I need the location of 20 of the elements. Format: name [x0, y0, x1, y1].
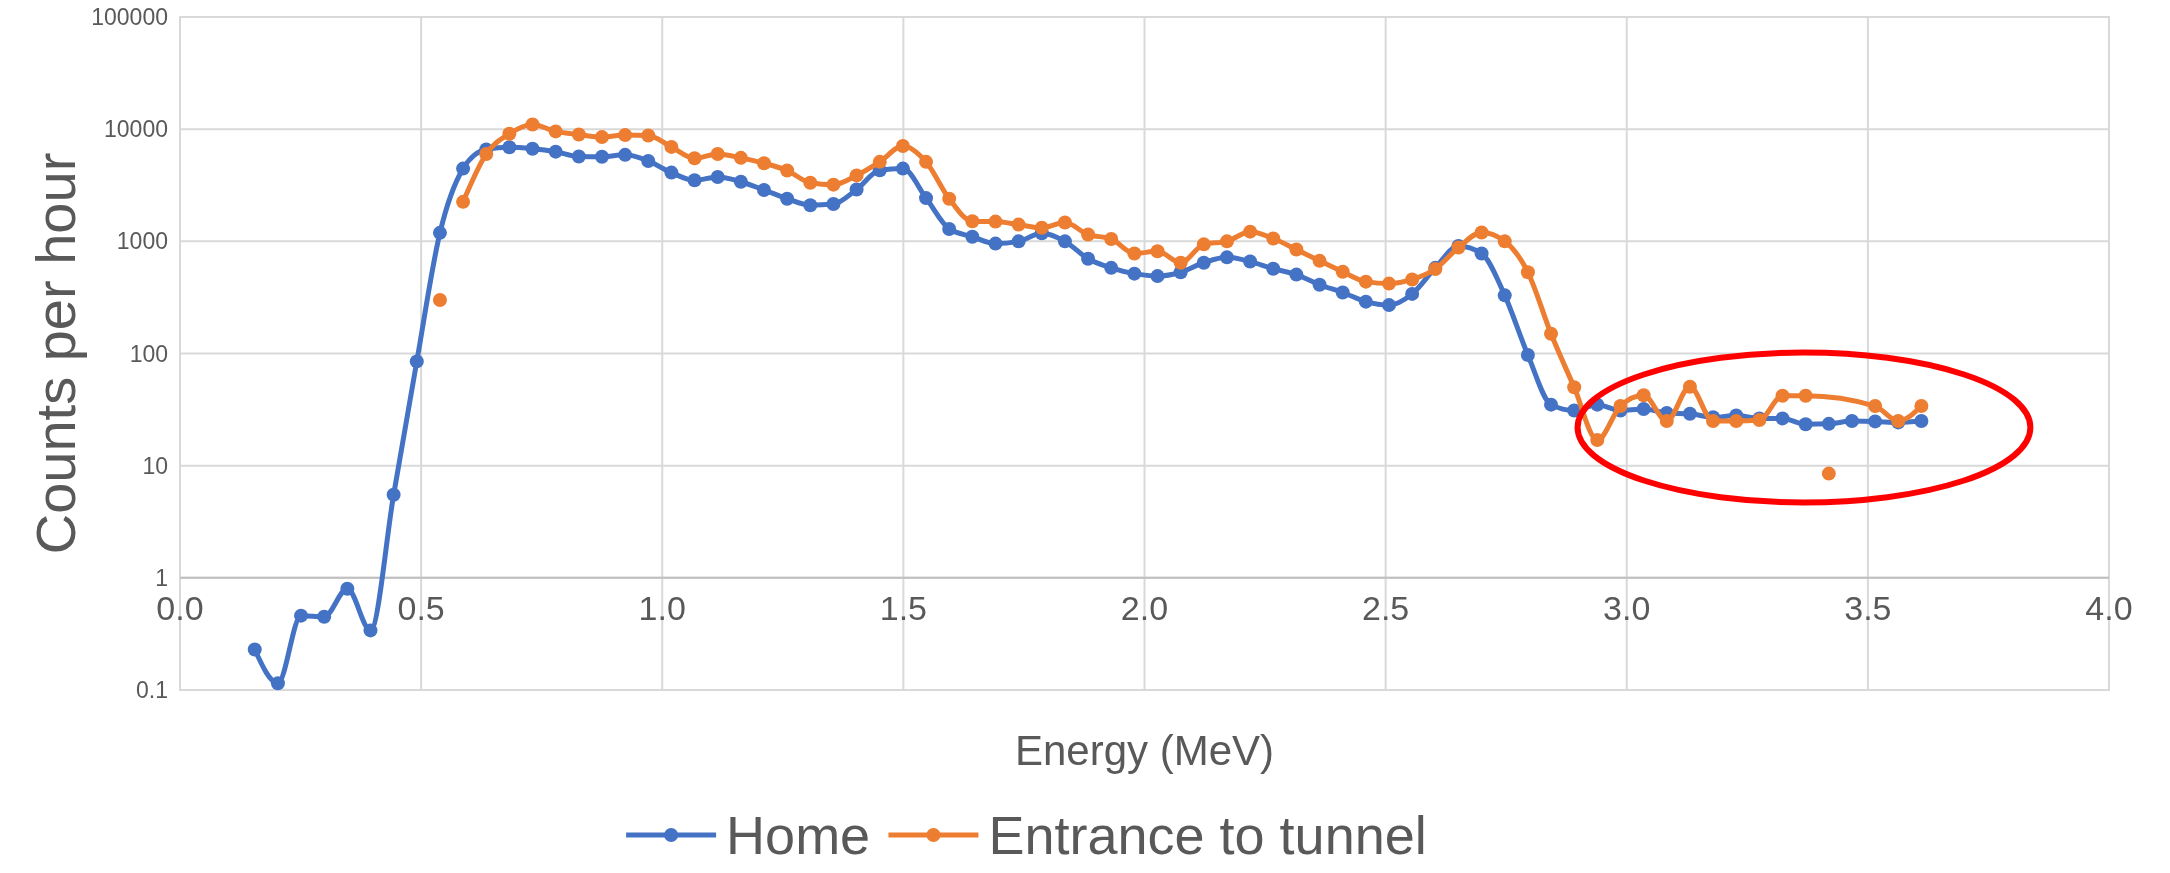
x-tick-label: 4.0: [2085, 588, 2133, 627]
x-tick-label: 0.0: [156, 588, 204, 627]
x-tick-label: 2.5: [1361, 588, 1410, 627]
y-tick-label: 10000: [104, 116, 168, 143]
y-axis-title: Counts per hour: [24, 152, 87, 555]
x-tick-label: 2.0: [1120, 588, 1169, 627]
legend-label: Home: [726, 804, 871, 865]
y-tick-label: 1: [155, 564, 168, 591]
legend-label: Entrance to tunnel: [988, 804, 1427, 865]
x-tick-label: 3.5: [1844, 588, 1892, 627]
x-tick-label: 1.0: [638, 588, 686, 627]
x-tick-label: 1.5: [879, 588, 928, 627]
y-tick-label: 1000: [116, 228, 168, 255]
y-tick-label: 100000: [91, 4, 168, 31]
x-tick-label: 0.5: [397, 588, 445, 627]
x-axis-title: Energy (MeV): [1014, 727, 1275, 774]
y-tick-label: 0.1: [136, 677, 168, 704]
x-tick-label: 3.0: [1603, 588, 1651, 627]
y-tick-label: 10: [142, 452, 168, 479]
y-tick-label: 100: [129, 340, 168, 367]
